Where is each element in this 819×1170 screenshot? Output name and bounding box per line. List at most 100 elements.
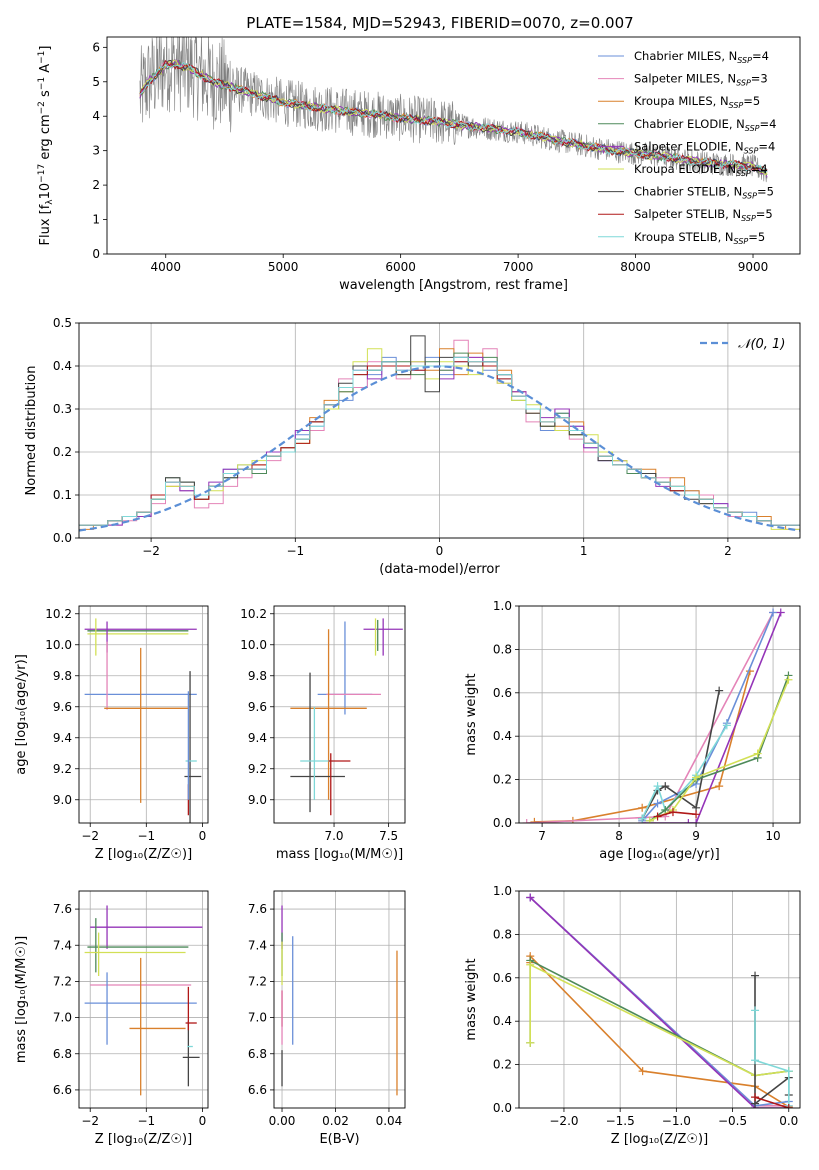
y-axis-label-part: 10 (38, 183, 53, 200)
weight-point-marker (692, 819, 701, 823)
spectrum-model-line (139, 59, 768, 173)
weight-series-line (529, 896, 789, 1107)
x-tick-label: 8 (615, 829, 623, 843)
weight-point-marker (522, 819, 531, 823)
y-tick-label: 9.0 (53, 793, 72, 807)
x-tick-label: −2 (81, 829, 99, 843)
weight-point-marker (715, 686, 724, 695)
y-tick-label: 7.4 (248, 938, 267, 952)
y-tick-label: 0.2 (53, 445, 72, 459)
y-tick-label: 7.4 (53, 938, 72, 952)
weight-point-marker (526, 893, 535, 902)
axes-frame (273, 890, 406, 1109)
y-tick-label: 0.5 (53, 316, 72, 330)
legend-entry: Chabrier ELODIE, NSSP=4 (634, 117, 776, 133)
axes-frame (518, 890, 801, 1109)
legend-entry: Chabrier STELIB, NSSP=5 (634, 185, 774, 201)
y-axis-label-part: −1 (37, 51, 47, 64)
y-tick-label: 4 (92, 109, 100, 123)
weight-point-marker (638, 1067, 647, 1076)
x-axis-label: mass [log₁₀(M/M☉)] (276, 847, 403, 862)
mass-vs-ebv-panel: 0.00 0.02 0.04 6.6 6.8 7.0 7.2 7.4 7.6 E(B-V) (248, 890, 406, 1147)
weight-point-marker (751, 1093, 760, 1102)
x-tick-label: −1.0 (662, 1114, 691, 1128)
weight-point-marker (692, 810, 701, 819)
legend-entry: Salpeter MILES, NSSP=3 (634, 72, 768, 88)
weight-series-line (754, 1096, 790, 1108)
legend-entry: Kroupa STELIB, NSSP=5 (634, 230, 765, 246)
weight-point-marker (684, 819, 693, 823)
weight-point-marker (526, 1038, 535, 1047)
x-tick-label: 7.5 (379, 829, 398, 843)
y-tick-label: 3 (92, 144, 100, 158)
weight-series-line (534, 670, 751, 823)
weight-point-marker (753, 749, 762, 758)
y-tick-label: 7.6 (248, 902, 267, 916)
y-axis-label: Normed distribution (24, 366, 39, 496)
y-tick-label: 7.0 (248, 1011, 267, 1025)
x-axis-label: E(B-V) (319, 1132, 359, 1147)
legend-entry: Kroupa ELODIE, NSSP=4 (634, 162, 768, 178)
spectrum-data-line (139, 37, 768, 183)
y-tick-label: 10.2 (240, 607, 267, 621)
y-tick-label: 0.6 (493, 686, 512, 700)
weight-point-marker (784, 1067, 793, 1076)
y-axis-label-part: λ (45, 199, 55, 205)
residuals-plot-area (79, 335, 800, 538)
y-tick-label: 1 (92, 213, 100, 227)
weight-series-line (754, 975, 790, 1106)
y-tick-label: 0.0 (493, 816, 512, 830)
weight-point-marker (769, 608, 778, 617)
mass-vs-Z-panel: −2 −1 0 6.6 6.8 7.0 7.2 7.4 7.6 Z [log₁₀(Z/Z☉)] ma… (14, 890, 209, 1147)
x-tick-label: −1 (137, 829, 155, 843)
y-tick-label: 0.1 (53, 488, 72, 502)
y-axis-label-part: −1 (37, 77, 47, 90)
x-tick-label: 0.00 (269, 1114, 296, 1128)
y-tick-label: 9.4 (248, 731, 267, 745)
x-tick-label: −1 (137, 1114, 155, 1128)
y-tick-label: 9.8 (248, 669, 267, 683)
weight-point-marker (776, 608, 785, 617)
y-tick-label: 0.4 (493, 1014, 512, 1028)
x-tick-label: 7 (538, 829, 546, 843)
y-axis-label: mass weight (464, 958, 479, 1040)
y-tick-label: 10.0 (45, 638, 72, 652)
y-axis-label: age [log₁₀(age/yr)] (14, 654, 29, 775)
axes-frame (78, 605, 209, 824)
legend-entry: Salpeter STELIB, NSSP=5 (634, 207, 773, 223)
x-tick-label: 6000 (385, 260, 416, 274)
x-axis-label: Z [log₁₀(Z/Z☉)] (95, 847, 192, 862)
y-tick-label: 6 (92, 40, 100, 54)
y-tick-label: 9.6 (53, 700, 72, 714)
y-tick-label: 0.8 (493, 927, 512, 941)
gaussian-curve (79, 365, 800, 532)
y-axis-label-part: Flux [f (38, 204, 53, 245)
weight-point-marker (661, 805, 670, 814)
legend-entry: 𝒩(0, 1) (738, 337, 785, 352)
spectrum-plot-area (139, 37, 768, 183)
weight-point-marker (784, 675, 793, 684)
y-tick-label: 1.0 (493, 884, 512, 898)
y-tick-label: 9.4 (53, 731, 72, 745)
weight-series-line (642, 612, 782, 823)
y-tick-label: 9.8 (53, 669, 72, 683)
mass-vs-ebv-plot-area (281, 905, 398, 1096)
y-axis-label-part: −2 (37, 101, 47, 114)
x-tick-label: −2 (142, 544, 160, 558)
weight-point-marker (751, 971, 760, 980)
massweight-vs-Z-panel: −2.0 −1.5 −1.0 −0.5 0.0 0.0 0.2 0.4 0.6 0.8 1.0 Z [… (464, 884, 801, 1147)
weight-series-line (526, 612, 774, 823)
x-tick-label: −1 (286, 544, 304, 558)
age-vs-Z-panel: −2 −1 0 9.0 9.2 9.4 9.6 9.8 10.0 10.2 Z [log₁₀(Z/Z… (14, 605, 209, 862)
y-axis-label-part: ] (38, 46, 53, 51)
y-tick-label: 0.2 (493, 773, 512, 787)
x-tick-label: 0.04 (376, 1114, 403, 1128)
figure-panels: 4000 5000 6000 7000 8000 90000123456wavelengt… (14, 36, 801, 1147)
residuals-panel: −2 −1 0 1 2 0.0 0.1 0.2 0.3 0.4 0.5 (data-model)/er… (24, 316, 801, 577)
y-tick-label: 7.0 (53, 1011, 72, 1025)
y-tick-label: 7.2 (53, 974, 72, 988)
x-tick-label: 4000 (150, 260, 181, 274)
y-tick-label: 6.6 (248, 1083, 267, 1097)
age-vs-mass-panel: 7.0 7.5 9.0 9.2 9.4 9.6 9.8 10.0 10.2 mass [log₁₀… (240, 605, 406, 862)
